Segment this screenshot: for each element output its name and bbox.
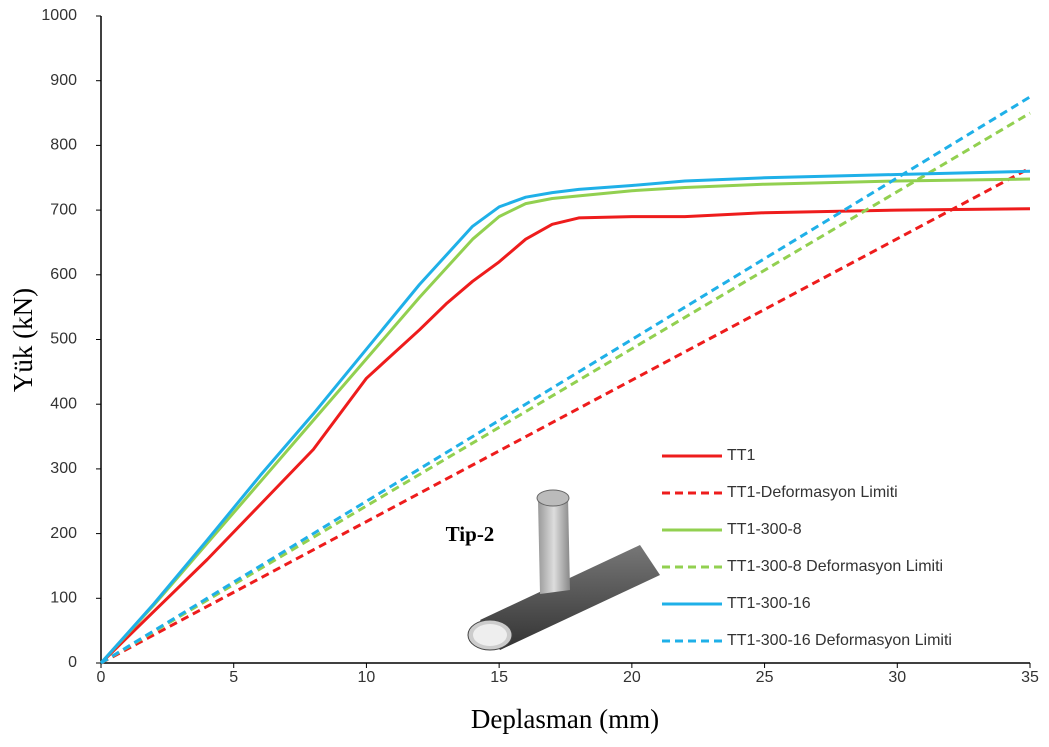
x-tick-label: 30 <box>888 669 906 686</box>
series-line <box>100 111 1031 665</box>
inset-image <box>467 489 660 651</box>
y-tick-label: 500 <box>50 331 77 348</box>
y-axis-label: Yük (kN) <box>8 288 38 392</box>
series-line <box>99 177 1031 665</box>
x-tick-label: 10 <box>358 669 376 686</box>
x-tick-label: 20 <box>623 669 641 686</box>
x-axis-label: Deplasman (mm) <box>471 704 659 734</box>
y-tick-label: 800 <box>50 137 77 154</box>
legend-label: TT1-300-16 Deformasyon Limiti <box>727 632 952 649</box>
x-tick-label: 15 <box>490 669 508 686</box>
legend-label: TT1 <box>727 447 756 464</box>
legend-label: TT1-300-8 <box>727 521 802 538</box>
series-line <box>99 207 1031 665</box>
y-tick-label: 600 <box>50 266 77 283</box>
x-tick-label: 35 <box>1021 669 1039 686</box>
series-line <box>99 169 1031 664</box>
legend-label: TT1-Deformasyon Limiti <box>727 484 898 501</box>
legend-label: TT1-300-8 Deformasyon Limiti <box>727 558 943 575</box>
x-tick-label: 25 <box>756 669 774 686</box>
legend-label: TT1-300-16 <box>727 595 811 612</box>
y-tick-label: 900 <box>50 72 77 89</box>
y-tick-label: 300 <box>50 460 77 477</box>
y-tick-label: 1000 <box>41 7 77 24</box>
y-tick-label: 100 <box>50 590 77 607</box>
series-line <box>100 166 1031 665</box>
y-tick-label: 700 <box>50 201 77 218</box>
y-tick-label: 400 <box>50 395 77 412</box>
y-tick-label: 0 <box>68 654 77 671</box>
x-tick-label: 0 <box>97 669 106 686</box>
inset-label: Tip-2 <box>446 522 495 546</box>
y-tick-label: 200 <box>50 525 77 542</box>
x-tick-label: 5 <box>229 669 238 686</box>
